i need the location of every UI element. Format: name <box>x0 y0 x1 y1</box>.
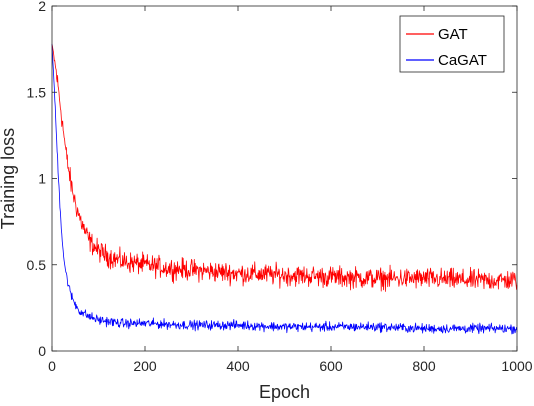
x-axis-title: Epoch <box>259 382 310 402</box>
y-axis-title: Training loss <box>0 128 18 229</box>
x-tick-label: 1000 <box>501 358 532 374</box>
series-line-gat <box>51 43 518 292</box>
x-tick-label: 800 <box>412 358 436 374</box>
legend: GAT CaGAT <box>399 15 505 73</box>
y-tick-label: 1 <box>38 171 46 187</box>
y-tick-label: 0 <box>38 343 46 359</box>
ticks-layer: 0 200 400 600 800 1000 0 0.5 1 1.5 2 <box>27 0 533 374</box>
legend-box <box>399 15 505 73</box>
x-tick-label: 200 <box>133 358 157 374</box>
x-tick-label: 400 <box>226 358 250 374</box>
series-layer <box>51 43 518 335</box>
x-tick-label: 600 <box>319 358 343 374</box>
y-tick-label: 0.5 <box>27 257 47 273</box>
y-tick-label: 1.5 <box>27 84 47 100</box>
legend-label-cagat: CaGAT <box>438 52 487 69</box>
y-tick-label: 2 <box>38 0 46 14</box>
legend-label-gat: GAT <box>438 26 468 43</box>
series-line-cagat <box>51 43 518 335</box>
x-tick-label: 0 <box>48 358 56 374</box>
